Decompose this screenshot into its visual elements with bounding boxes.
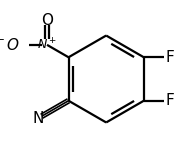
Text: O: O bbox=[41, 13, 53, 28]
Text: $N^+$: $N^+$ bbox=[37, 37, 57, 52]
Text: F: F bbox=[166, 93, 174, 108]
Text: $^-O$: $^-O$ bbox=[0, 37, 20, 53]
Text: F: F bbox=[166, 50, 174, 65]
Text: N: N bbox=[33, 111, 44, 126]
